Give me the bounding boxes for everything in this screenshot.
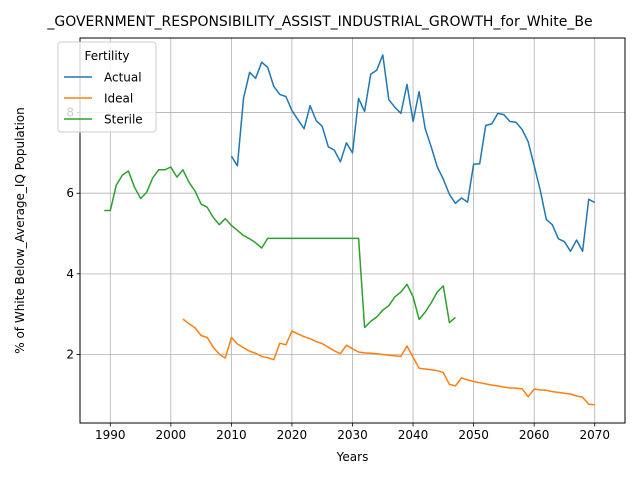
legend: Fertility Actual Ideal Sterile	[58, 42, 156, 132]
chart-title: _GOVERNMENT_RESPONSIBILITY_ASSIST_INDUST…	[46, 14, 592, 30]
x-tick-label: 2010	[216, 428, 247, 442]
x-tick-label: 1990	[95, 428, 126, 442]
y-tick-label: 2	[66, 347, 74, 361]
x-tick-label: 2030	[337, 428, 368, 442]
y-tick-label: 4	[66, 267, 74, 281]
x-tick-label: 2000	[156, 428, 187, 442]
x-tick-label: 2060	[519, 428, 550, 442]
series-line-ideal	[183, 319, 595, 405]
y-tick-label: 6	[66, 186, 74, 200]
x-tick-label: 2040	[398, 428, 429, 442]
series-line-sterile	[104, 167, 455, 328]
y-axis-label: % of White Below_Average_IQ Population	[13, 107, 27, 354]
series-lines	[104, 55, 595, 405]
legend-title: Fertility	[84, 49, 129, 63]
x-axis-label: Years	[336, 450, 369, 464]
x-tick-label: 2020	[277, 428, 308, 442]
legend-label-sterile: Sterile	[104, 113, 143, 127]
y-axis-ticks: 2468	[66, 106, 80, 362]
legend-label-actual: Actual	[104, 71, 142, 85]
x-tick-label: 2050	[458, 428, 489, 442]
x-tick-label: 2070	[579, 428, 610, 442]
x-axis-ticks: 1990 2000 2010 2020 2030 2040 2050 2060 2070	[95, 423, 610, 442]
legend-label-ideal: Ideal	[104, 92, 133, 106]
grid-lines	[80, 38, 625, 423]
